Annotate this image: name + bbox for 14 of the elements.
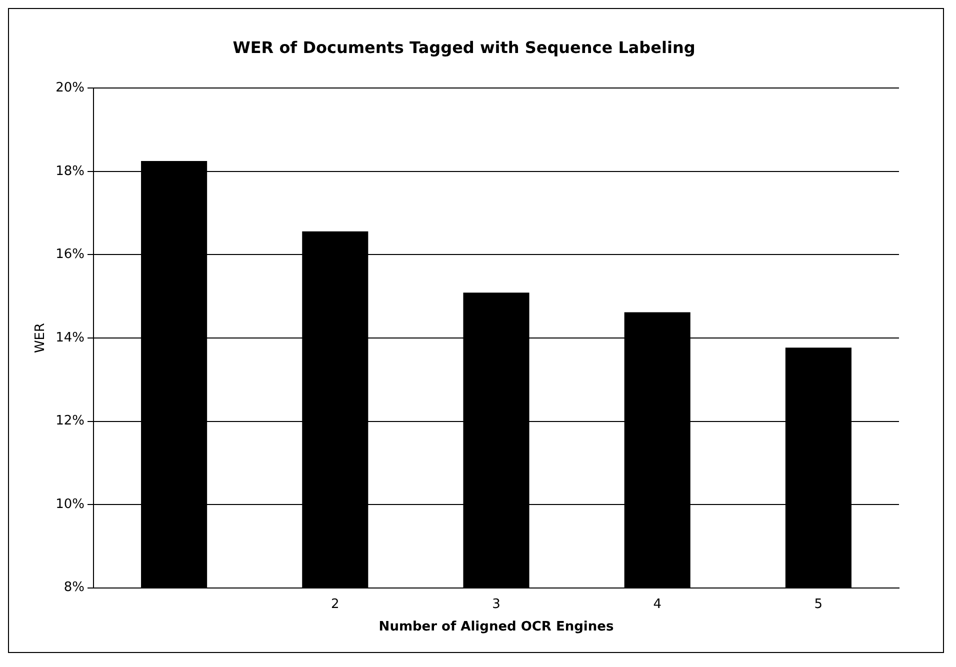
y-tick-label: 8% [64, 580, 84, 596]
chart-title: WER of Documents Tagged with Sequence Labeling [232, 38, 696, 57]
x-tick-label: 3 [492, 596, 500, 612]
y-tick-label: 20% [56, 80, 84, 96]
x-tick-label: 5 [814, 596, 823, 612]
x-tick-label: 4 [653, 596, 662, 612]
x-axis-title: Number of Aligned OCR Engines [378, 620, 614, 635]
y-tick-label: 14% [56, 330, 84, 346]
y-tick-label: 10% [56, 496, 84, 512]
y-tick-label: 18% [56, 164, 84, 179]
y-tick-label: 16% [56, 247, 84, 262]
x-tick-label: 2 [331, 596, 340, 612]
y-axis-title: WER [33, 322, 48, 354]
y-tick-label: 12% [56, 414, 84, 429]
